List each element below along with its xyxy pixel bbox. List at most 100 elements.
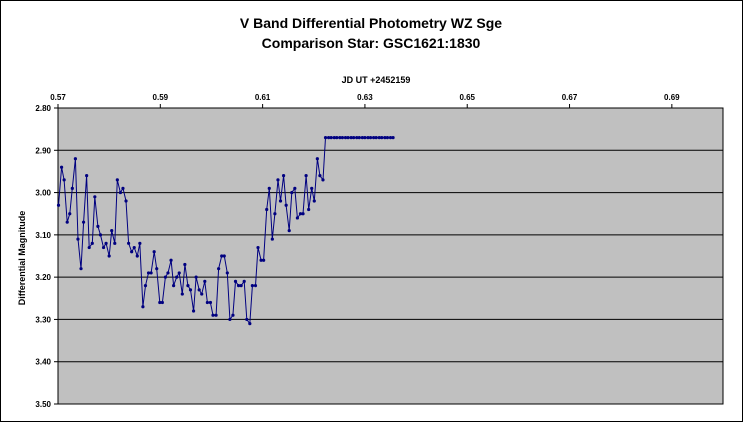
- data-point: [65, 220, 69, 224]
- data-point: [329, 136, 333, 140]
- data-point: [118, 190, 123, 195]
- data-point: [81, 220, 86, 224]
- data-point: [377, 136, 381, 140]
- data-point: [312, 199, 316, 203]
- x-axis-title: JD UT +2452159: [342, 75, 411, 85]
- data-point: [248, 322, 252, 326]
- data-point: [253, 284, 258, 288]
- data-point: [222, 254, 226, 258]
- data-point: [149, 271, 153, 275]
- data-point: [194, 275, 198, 279]
- data-point: [293, 186, 297, 190]
- data-point: [278, 199, 283, 203]
- data-point: [59, 165, 64, 169]
- x-tick-label: 0.69: [664, 93, 680, 102]
- axis-ticks: 2.80 2.90 3.00 3.10 3.20 3.30 3.40 3.50 0.57 0.59…: [35, 93, 680, 409]
- data-point: [87, 245, 91, 250]
- data-point: [130, 250, 134, 254]
- data-point: [304, 174, 308, 178]
- y-tick-label: 3.50: [35, 400, 51, 409]
- data-point: [141, 305, 145, 309]
- data-point: [135, 254, 139, 258]
- data-point: [380, 136, 384, 140]
- data-point: [270, 237, 274, 241]
- data-point: [276, 178, 280, 182]
- chart-title: V Band Differential Photometry WZ Sge: [240, 15, 502, 31]
- data-point: [231, 313, 235, 317]
- x-tick-label: 0.59: [153, 93, 169, 102]
- data-point: [284, 203, 288, 207]
- data-point: [56, 203, 61, 207]
- data-point: [250, 284, 254, 288]
- data-point: [374, 136, 378, 140]
- data-point: [273, 212, 277, 216]
- data-point: [180, 292, 184, 296]
- data-point: [310, 186, 314, 190]
- data-point: [191, 309, 196, 313]
- data-point: [101, 245, 106, 250]
- data-point: [225, 271, 229, 275]
- y-tick-label: 2.90: [35, 146, 51, 155]
- data-point: [327, 136, 331, 140]
- data-point: [186, 284, 190, 288]
- data-point: [262, 258, 266, 262]
- data-point: [208, 300, 213, 305]
- plot-area: [57, 107, 724, 405]
- y-tick-label: 3.00: [35, 189, 51, 198]
- data-point: [177, 271, 181, 275]
- data-point: [340, 136, 345, 140]
- data-point: [73, 157, 77, 161]
- data-point: [96, 224, 100, 228]
- data-point: [152, 250, 156, 254]
- x-tick-label: 0.57: [50, 93, 66, 102]
- data-point: [68, 212, 72, 216]
- data-point: [93, 195, 97, 199]
- data-point: [233, 279, 238, 283]
- data-point: [197, 288, 201, 292]
- data-point: [265, 207, 269, 212]
- data-point: [79, 267, 83, 271]
- data-point: [307, 207, 311, 212]
- data-point: [172, 284, 176, 288]
- y-axis-title: Differential Magnitude: [17, 211, 27, 306]
- data-point: [332, 136, 336, 140]
- x-tick-label: 0.63: [357, 93, 373, 102]
- data-point: [143, 284, 148, 288]
- data-point: [169, 258, 173, 262]
- data-point: [323, 136, 328, 140]
- data-point: [245, 317, 249, 322]
- data-point: [76, 237, 80, 241]
- data-point: [391, 136, 395, 140]
- data-point: [321, 178, 325, 182]
- data-point: [368, 136, 373, 140]
- data-point: [338, 136, 342, 140]
- data-point: [146, 271, 151, 275]
- data-point: [121, 186, 125, 190]
- data-point: [160, 300, 164, 305]
- data-point: [203, 279, 207, 283]
- data-point: [188, 288, 193, 292]
- data-point: [301, 212, 305, 216]
- data-point: [183, 262, 187, 267]
- data-point: [256, 245, 260, 250]
- data-point: [163, 275, 168, 279]
- data-series: [56, 136, 395, 326]
- data-point: [110, 229, 114, 233]
- data-point: [62, 178, 66, 182]
- data-point: [366, 136, 370, 140]
- data-point: [166, 271, 170, 275]
- data-point: [349, 136, 353, 140]
- grid-lines: [58, 149, 723, 363]
- data-point: [298, 212, 303, 216]
- data-point: [113, 241, 117, 245]
- y-tick-label: 3.40: [35, 358, 51, 367]
- data-point: [318, 174, 322, 178]
- data-point: [132, 245, 136, 250]
- data-point: [155, 267, 159, 271]
- data-point: [211, 313, 215, 317]
- data-point: [372, 136, 376, 140]
- data-point: [335, 136, 339, 140]
- data-point: [363, 136, 367, 140]
